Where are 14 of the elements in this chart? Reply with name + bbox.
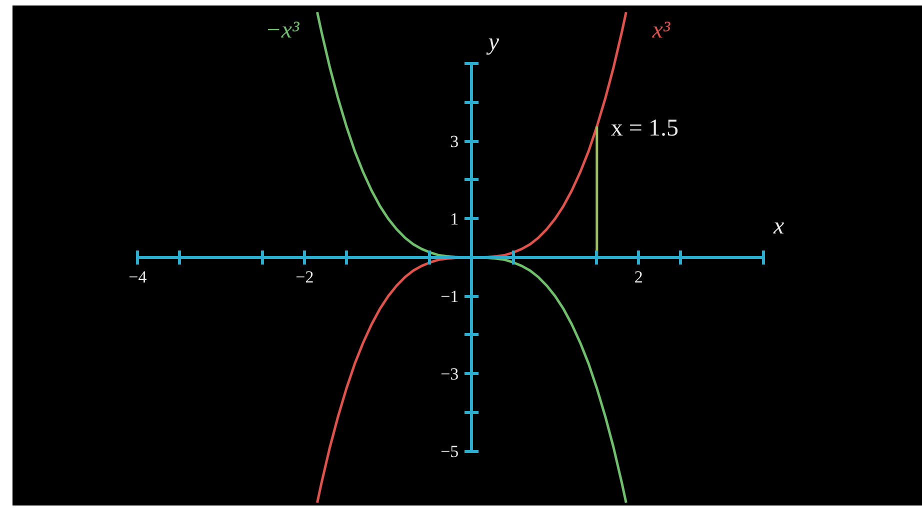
series-label: x³ [651,18,671,44]
y-tick-label: 3 [450,132,459,152]
y-tick-label: 1 [450,210,459,229]
y-tick-label: −5 [440,442,459,462]
series-label: −x³ [265,18,300,44]
y-tick-label: −1 [440,287,459,306]
x-axis-title: x [772,213,785,240]
y-axis-title: y [486,30,500,56]
x-tick-label: −2 [296,267,314,286]
x-tick-label: −4 [128,267,148,286]
x-tick-label: 2 [634,267,643,286]
y-tick-label: −3 [440,364,459,384]
line-series [316,10,628,504]
annotation: x = 1.5 [610,115,678,142]
